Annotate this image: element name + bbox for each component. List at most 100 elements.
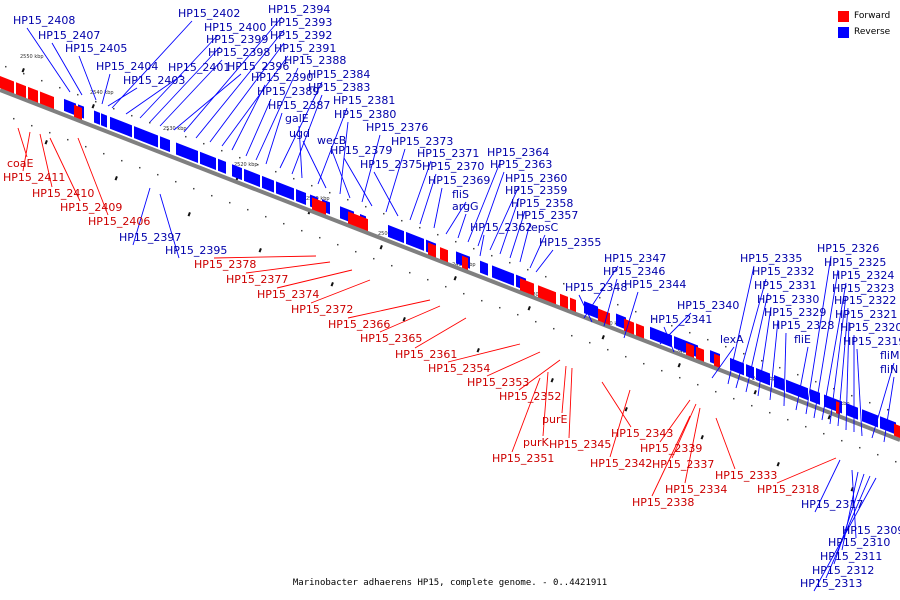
reverse-gene-label: HP15_2357 xyxy=(516,209,578,222)
ruler-dot xyxy=(409,271,411,274)
reverse-gene-label: HP15_2348 xyxy=(565,281,627,294)
ruler-dot xyxy=(869,401,871,404)
ruler-dot xyxy=(553,327,555,330)
ruler-dot xyxy=(535,320,537,323)
leader-line xyxy=(883,376,895,443)
ruler-dot xyxy=(589,341,591,344)
reverse-gene xyxy=(101,113,107,128)
tick-mark xyxy=(700,434,704,440)
ruler-dot xyxy=(319,236,321,239)
leader-line xyxy=(813,269,839,419)
tick-mark xyxy=(258,248,262,253)
ruler-dot xyxy=(247,208,249,211)
leader-line xyxy=(601,381,632,428)
ruler-dot xyxy=(859,446,861,449)
leader-line xyxy=(317,107,348,185)
ruler-dot xyxy=(265,215,267,218)
leader-line xyxy=(841,471,859,551)
ruler-dot xyxy=(697,383,699,386)
tick-mark xyxy=(453,276,457,281)
reverse-gene-label: HP15_2326 xyxy=(817,242,879,255)
ruler-dot xyxy=(463,292,465,295)
reverse-gene-label: HP15_2363 xyxy=(490,158,552,171)
reverse-gene-label: HP15_2324 xyxy=(832,269,894,282)
leader-line xyxy=(361,134,381,203)
reverse-gene-label: HP15_2403 xyxy=(123,74,185,87)
forward-gene-label: HP15_2339 xyxy=(640,442,702,455)
reverse-gene-label: HP15_2360 xyxy=(505,172,567,185)
leader-line xyxy=(518,359,561,391)
leader-line xyxy=(385,148,406,213)
ruler-dot xyxy=(365,205,367,208)
leader-line xyxy=(343,157,373,207)
tick-mark xyxy=(753,390,757,395)
ruler-dot xyxy=(301,229,303,232)
ruler-dot xyxy=(311,184,313,187)
tick-mark xyxy=(624,407,628,412)
ruler-dot xyxy=(121,159,123,162)
leader-line xyxy=(279,81,323,169)
leader-line xyxy=(623,291,639,339)
reverse-gene-label: HP15_2329 xyxy=(764,306,826,319)
ruler-dot xyxy=(725,345,727,348)
leader-line xyxy=(433,187,443,229)
forward-gene-label: HP15_2406 xyxy=(88,215,150,228)
leader-line xyxy=(583,265,619,319)
ruler-dot xyxy=(5,65,7,68)
leader-line xyxy=(609,389,631,458)
reverse-gene-label: HP15_2402 xyxy=(178,7,240,20)
reverse-gene-label: HP15_2379 xyxy=(330,144,392,157)
leader-line xyxy=(477,171,505,247)
forward-gene-label: HP15_2333 xyxy=(715,469,777,482)
reverse-gene-label: galE xyxy=(285,112,309,125)
ruler-dot xyxy=(31,124,33,127)
tick-mark xyxy=(330,281,334,287)
ruler-dot xyxy=(797,373,799,376)
leader-line xyxy=(651,415,691,497)
ruler-dot xyxy=(293,177,295,180)
ruler-dot xyxy=(175,180,177,183)
ruler-dot xyxy=(455,240,457,243)
ruler-dot xyxy=(445,285,447,288)
reverse-gene-label: HP15_2313 xyxy=(800,577,862,590)
ruler-dot xyxy=(563,282,565,285)
ruler-dot xyxy=(779,366,781,369)
forward-gene-label: HP15_2377 xyxy=(226,273,288,286)
reverse-gene-label: HP15_2364 xyxy=(487,146,549,159)
ruler-dot xyxy=(383,212,385,215)
leader-line xyxy=(519,222,531,263)
forward-gene-label: HP15_2337 xyxy=(652,458,714,471)
leader-line xyxy=(825,475,871,579)
leader-line xyxy=(467,159,502,243)
leader-line xyxy=(535,249,554,273)
ruler-dot xyxy=(617,303,619,306)
tick-mark xyxy=(550,378,554,383)
forward-gene-label: purE xyxy=(542,413,567,426)
forward-gene xyxy=(696,346,704,362)
leader-line xyxy=(445,201,467,235)
ruler-dot xyxy=(41,79,43,82)
tick-mark xyxy=(527,306,531,311)
ruler-dot xyxy=(221,149,223,152)
ruler-dot xyxy=(131,114,133,117)
ruler-dot xyxy=(139,166,141,169)
tick-mark xyxy=(776,462,780,467)
leader-line xyxy=(529,234,546,269)
leader-line xyxy=(310,279,371,304)
ruler-dot xyxy=(733,397,735,400)
leader-line xyxy=(409,160,432,221)
ruler-dot xyxy=(841,439,843,442)
leader-line xyxy=(499,197,520,255)
reverse-gene-label: HP15_2384 xyxy=(308,68,370,81)
gene-arrows xyxy=(0,76,900,439)
leader-line xyxy=(684,407,701,484)
ruler-dot xyxy=(95,100,97,103)
leader-line xyxy=(814,459,841,513)
leader-line xyxy=(745,292,769,393)
ruler-dot xyxy=(877,453,879,456)
reverse-gene-label: HP15_2392 xyxy=(270,29,332,42)
leader-line xyxy=(578,294,593,323)
leader-line xyxy=(663,326,675,353)
reverse-gene xyxy=(94,110,100,125)
reverse-gene-label: HP15_2376 xyxy=(366,121,428,134)
